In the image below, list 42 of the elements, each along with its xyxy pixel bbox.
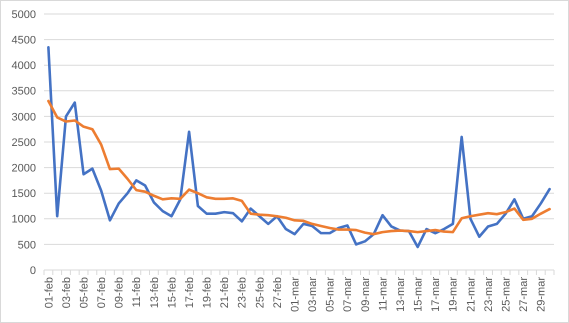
y-tick-label: 4000 <box>12 60 36 72</box>
x-tick-label: 09-mar <box>360 276 372 312</box>
x-tick-label: 13-feb <box>148 277 161 308</box>
x-tick-label: 05-feb <box>78 277 90 308</box>
y-tick-label: 500 <box>18 239 36 252</box>
x-tick-label: 11-mar <box>377 276 390 312</box>
x-tick-label: 17-feb <box>184 277 196 308</box>
y-tick-label: 3000 <box>12 111 36 124</box>
x-tick-label: 21-mar <box>465 276 478 312</box>
x-tick-label: 09-feb <box>114 277 126 308</box>
x-tick-label: 25-mar <box>500 276 512 312</box>
y-tick-label: 3500 <box>12 86 36 98</box>
x-tick-label: 23-mar <box>482 276 495 312</box>
y-tick-label: 2000 <box>12 162 36 174</box>
y-tick-label: 2500 <box>12 136 36 149</box>
x-tick-label: 21-feb <box>219 277 232 308</box>
line-series <box>47 46 551 248</box>
x-tick-label: 17-mar <box>430 276 442 312</box>
x-tick-label: 11-feb <box>131 277 144 308</box>
x-tick-label: 23-feb <box>236 277 249 308</box>
x-tick-label: 25-feb <box>254 277 266 308</box>
y-tick-label: 1500 <box>12 188 36 200</box>
x-tick-label: 03-mar <box>307 276 320 312</box>
x-tick-label: 01-mar <box>289 276 302 312</box>
y-tick-label: 5000 <box>12 8 36 21</box>
x-tick-label: 07-mar <box>342 276 354 312</box>
y-tick-label: 0 <box>30 264 36 277</box>
x-tick-label: 13-mar <box>394 276 407 312</box>
x-tick-label: 05-mar <box>324 276 337 312</box>
x-tick-label: 07-feb <box>96 277 108 308</box>
y-tick-label: 1000 <box>12 214 36 226</box>
x-tick-label: 15-mar <box>412 276 425 312</box>
x-tick-label: 29-mar <box>536 276 548 312</box>
x-tick-label: 01-feb <box>43 277 56 308</box>
x-tick-label: 27-mar <box>518 276 530 312</box>
x-tick-label: 03-feb <box>60 277 73 308</box>
x-tick-label: 19-feb <box>202 277 214 308</box>
y-tick-label: 4500 <box>12 34 36 46</box>
x-tick-label: 19-mar <box>448 276 460 312</box>
x-tick-label: 27-feb <box>272 277 284 308</box>
line-series <box>47 100 551 236</box>
x-tick-label: 15-feb <box>166 277 178 308</box>
